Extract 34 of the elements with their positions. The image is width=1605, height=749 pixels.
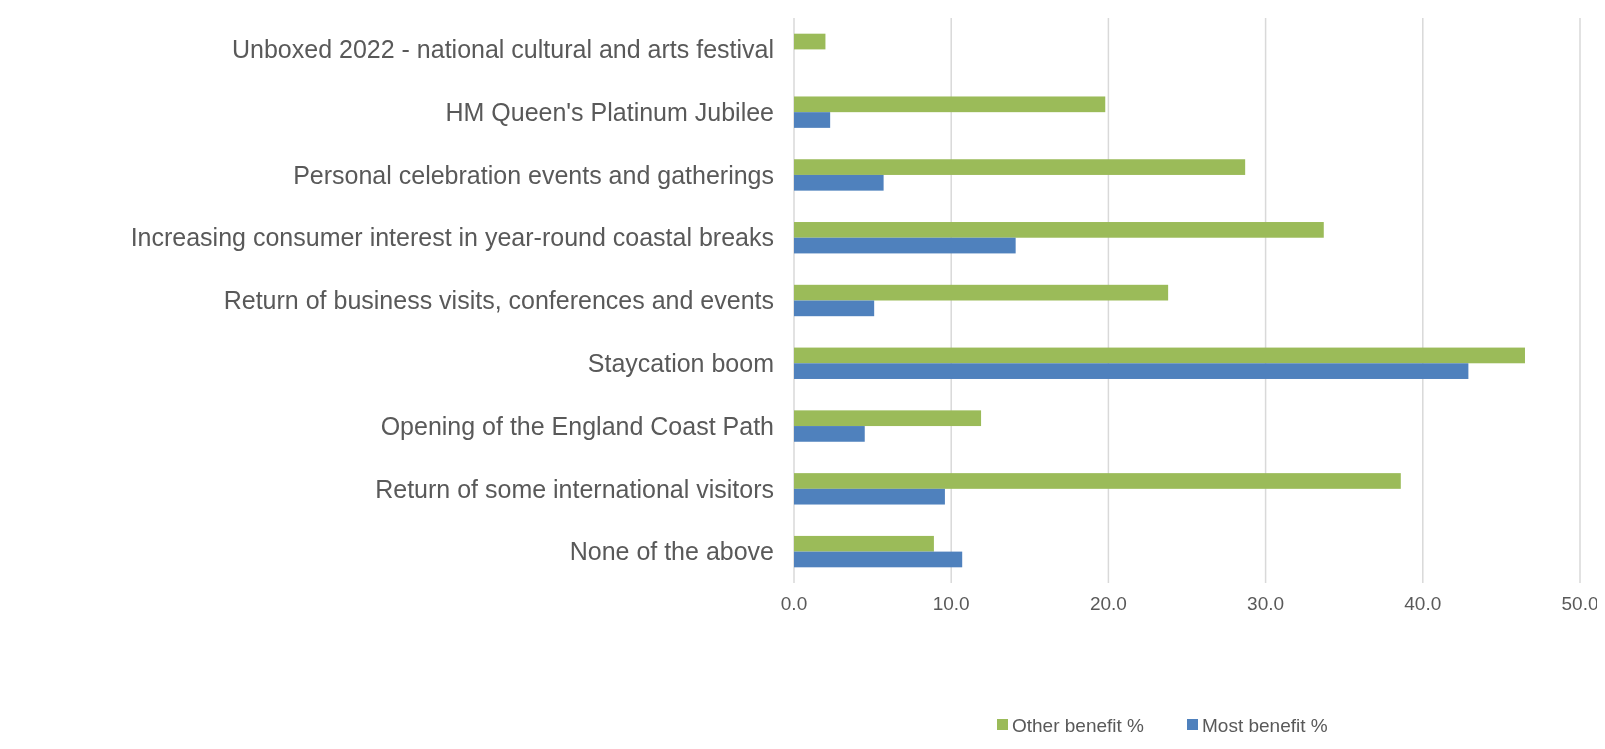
bar (794, 300, 875, 317)
y-tick-label: None of the above (569, 537, 774, 566)
x-tick-label: 50.0 (1561, 593, 1599, 614)
bar (794, 159, 1246, 175)
y-tick-label: Staycation boom (587, 349, 774, 378)
x-tick-label: 40.0 (1404, 593, 1442, 614)
bar (794, 222, 1324, 238)
bar (794, 237, 1016, 254)
bar (794, 410, 982, 427)
x-tick-label: 20.0 (1089, 593, 1127, 614)
x-tick-label: 0.0 (780, 593, 808, 614)
y-tick-label: Opening of the England Coast Path (380, 411, 774, 440)
y-tick-label: Return of business visits, conferences and events (223, 286, 774, 315)
x-tick-label: 30.0 (1247, 593, 1285, 614)
bar (794, 551, 963, 568)
bar (794, 473, 1401, 489)
legend-label: Most benefit % (1202, 714, 1328, 736)
y-tick-label: Unboxed 2022 - national cultural and arts festival (232, 35, 774, 64)
bar (794, 535, 934, 552)
bar (794, 33, 826, 50)
bar (794, 488, 945, 505)
y-tick-label: HM Queen's Platinum Jubilee (445, 97, 774, 126)
x-tick-label: 10.0 (932, 593, 970, 614)
bar (794, 112, 831, 128)
bar (794, 284, 1169, 301)
bar (794, 174, 884, 191)
bar (794, 363, 1469, 379)
y-tick-label: Return of some international visitors (375, 474, 774, 503)
bar (794, 96, 1106, 113)
bar (794, 347, 1525, 364)
bar (794, 426, 865, 442)
y-tick-label: Increasing consumer interest in year-round coastal breaks (130, 223, 774, 252)
legend-label: Other benefit % (1012, 714, 1145, 736)
y-tick-label: Personal celebration events and gatherings (293, 160, 774, 189)
